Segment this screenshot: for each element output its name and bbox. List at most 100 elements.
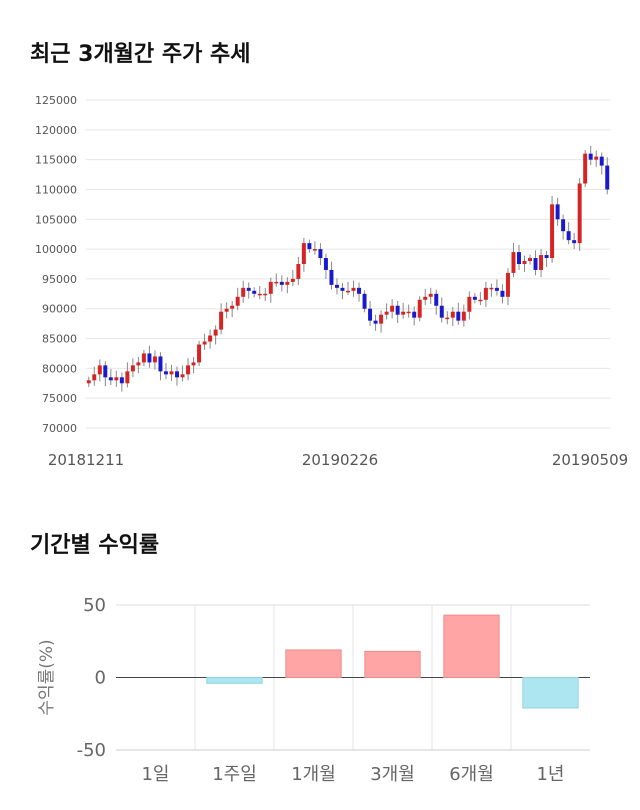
candle-body bbox=[307, 243, 312, 250]
candle bbox=[158, 352, 163, 381]
candle-body bbox=[108, 377, 113, 381]
candle bbox=[517, 244, 521, 270]
candle bbox=[605, 157, 610, 195]
candle-body bbox=[550, 204, 555, 259]
candle-body bbox=[588, 153, 593, 160]
candle bbox=[334, 278, 339, 295]
candle bbox=[152, 350, 157, 370]
candle-body bbox=[169, 371, 174, 375]
candle-body bbox=[423, 296, 428, 300]
candle bbox=[329, 261, 334, 290]
candle bbox=[588, 145, 593, 166]
y-tick-label: 75000 bbox=[42, 392, 77, 405]
x-tick-label: 20190509 bbox=[552, 451, 628, 469]
candle-body bbox=[263, 293, 268, 296]
candle-body bbox=[517, 252, 521, 264]
candle-body bbox=[197, 344, 202, 363]
candle-body bbox=[417, 299, 422, 318]
candle-body bbox=[428, 293, 433, 297]
candle bbox=[379, 310, 384, 333]
candle-body bbox=[323, 258, 328, 270]
y-tick-label: 115000 bbox=[35, 154, 77, 167]
candle bbox=[301, 237, 306, 272]
candle-body bbox=[390, 305, 395, 312]
candle bbox=[500, 284, 505, 304]
candle-body bbox=[175, 371, 179, 378]
candle-body bbox=[467, 296, 472, 312]
candle bbox=[230, 300, 235, 318]
candle bbox=[373, 314, 378, 331]
candle bbox=[119, 372, 124, 392]
candle-body bbox=[230, 305, 235, 309]
candle bbox=[191, 357, 196, 374]
candle-body bbox=[384, 311, 389, 315]
candle-body bbox=[163, 371, 168, 375]
candle-body bbox=[268, 281, 273, 294]
candle bbox=[599, 152, 604, 175]
return-bar bbox=[364, 650, 421, 679]
x-tick-label: 20181211 bbox=[48, 451, 124, 469]
candle bbox=[92, 366, 97, 386]
candle-body bbox=[141, 353, 146, 363]
candle bbox=[483, 281, 488, 307]
candle bbox=[472, 293, 477, 304]
candle bbox=[279, 275, 284, 292]
candle bbox=[406, 304, 411, 318]
candle-body bbox=[86, 380, 91, 384]
candle bbox=[467, 291, 472, 320]
candle-body bbox=[119, 377, 124, 384]
candle bbox=[505, 268, 510, 306]
candle bbox=[412, 306, 417, 326]
candle bbox=[445, 311, 450, 325]
candle bbox=[401, 302, 406, 319]
candle bbox=[274, 273, 279, 287]
candle bbox=[461, 304, 466, 327]
x-tick-label: 1주일 bbox=[212, 764, 257, 785]
candle-body bbox=[561, 219, 566, 232]
candle bbox=[511, 243, 516, 278]
candle-body bbox=[605, 165, 610, 190]
candle-body bbox=[334, 284, 339, 288]
candle bbox=[583, 150, 588, 188]
candle-body bbox=[379, 314, 384, 324]
candle bbox=[86, 376, 91, 387]
candle bbox=[312, 241, 317, 255]
candle bbox=[384, 303, 389, 320]
candle-body bbox=[147, 353, 152, 363]
candle bbox=[572, 232, 577, 250]
candle-body bbox=[186, 365, 191, 375]
candle-body bbox=[329, 269, 334, 285]
candle-body bbox=[478, 299, 483, 302]
candle-body bbox=[555, 204, 560, 220]
x-tick-label: 1일 bbox=[141, 764, 169, 785]
price-candlestick-chart: 125000 120000 115000 110000 105000 100000 9500… bbox=[35, 94, 628, 469]
candle bbox=[307, 239, 312, 253]
candle bbox=[544, 250, 549, 267]
candle bbox=[346, 281, 350, 296]
candle bbox=[417, 296, 422, 322]
candle bbox=[141, 349, 146, 366]
candle bbox=[180, 365, 185, 382]
y-tick-label: 80000 bbox=[42, 362, 77, 375]
candle bbox=[224, 302, 229, 319]
candle bbox=[130, 358, 135, 378]
candle-body bbox=[566, 231, 571, 241]
candle bbox=[125, 362, 130, 388]
candle bbox=[208, 329, 213, 349]
y-tick-label: 120000 bbox=[35, 124, 77, 137]
candle-body bbox=[505, 272, 510, 297]
candle bbox=[246, 282, 251, 299]
candle bbox=[550, 196, 555, 263]
candle-body bbox=[357, 287, 362, 294]
candle-body bbox=[219, 311, 224, 330]
candle bbox=[257, 286, 262, 300]
y-tick-label: 100000 bbox=[35, 243, 77, 256]
candle-body bbox=[395, 305, 400, 315]
candle bbox=[108, 368, 113, 386]
return-bar bbox=[443, 614, 500, 678]
candle-body bbox=[483, 287, 488, 300]
candle bbox=[186, 358, 191, 381]
candle-body bbox=[346, 290, 350, 293]
y-tick-label: 105000 bbox=[35, 213, 77, 226]
candle-body bbox=[340, 287, 345, 291]
